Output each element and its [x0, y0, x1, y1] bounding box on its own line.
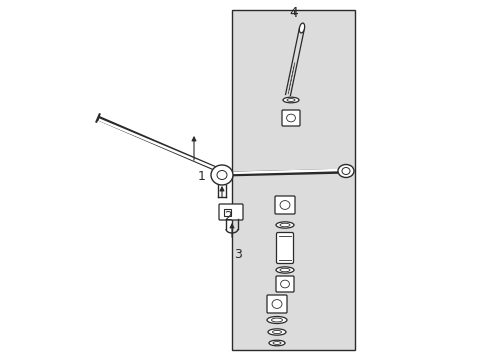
Ellipse shape [341, 167, 349, 175]
Text: 1: 1 [198, 170, 205, 183]
Text: 3: 3 [234, 248, 242, 261]
Ellipse shape [272, 330, 281, 334]
Text: 4: 4 [288, 6, 297, 20]
Ellipse shape [283, 97, 298, 103]
Ellipse shape [280, 223, 289, 227]
Text: 2: 2 [224, 210, 231, 223]
Ellipse shape [286, 114, 295, 122]
FancyBboxPatch shape [219, 204, 243, 220]
Ellipse shape [271, 318, 282, 322]
Bar [224, 209, 230, 216]
Ellipse shape [267, 329, 285, 335]
Ellipse shape [280, 201, 289, 210]
FancyBboxPatch shape [274, 196, 294, 214]
Ellipse shape [268, 340, 285, 346]
Bar [231, 10, 354, 350]
Ellipse shape [337, 165, 353, 177]
Ellipse shape [280, 280, 289, 288]
FancyBboxPatch shape [282, 110, 299, 126]
Ellipse shape [275, 222, 293, 228]
FancyBboxPatch shape [266, 295, 286, 313]
Ellipse shape [266, 316, 286, 324]
Ellipse shape [210, 165, 232, 185]
FancyBboxPatch shape [276, 233, 293, 264]
Ellipse shape [275, 267, 293, 273]
Ellipse shape [286, 99, 294, 102]
Ellipse shape [299, 23, 304, 33]
Ellipse shape [280, 268, 289, 272]
Ellipse shape [217, 171, 226, 180]
FancyBboxPatch shape [275, 276, 293, 292]
Ellipse shape [272, 342, 281, 345]
Ellipse shape [271, 300, 282, 309]
